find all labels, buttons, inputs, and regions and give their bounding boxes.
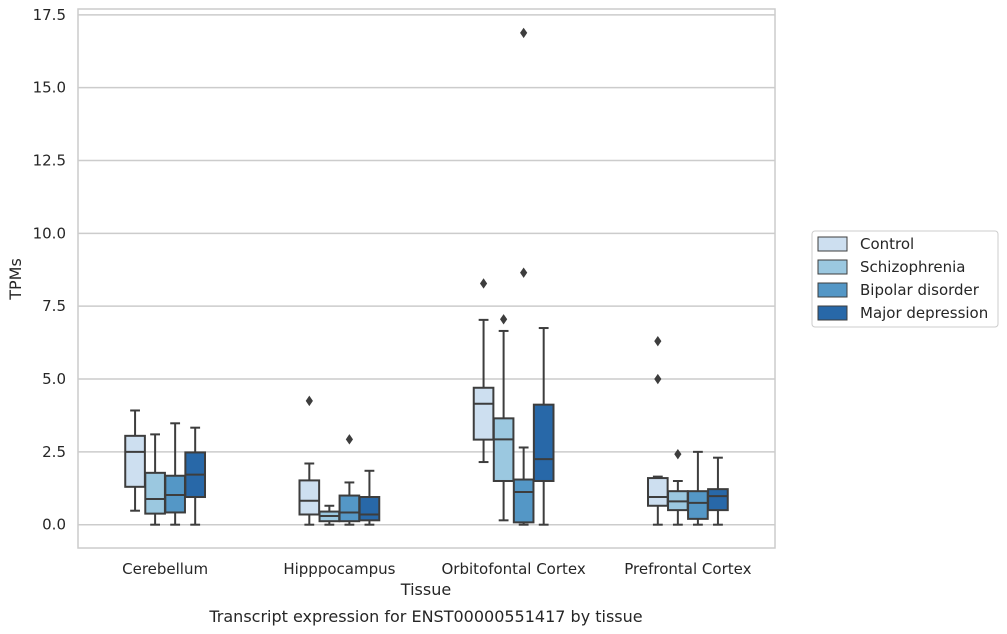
y-tick-label: 0.0 — [42, 516, 66, 534]
y-tick-label: 12.5 — [33, 152, 66, 170]
series-bipolar-disorder — [164, 27, 709, 526]
outlier-point — [520, 27, 528, 39]
chart-caption: Transcript expression for ENST0000055141… — [208, 607, 642, 626]
outlier-point — [500, 314, 508, 325]
outlier-point — [674, 448, 682, 460]
y-axis-ticks: 0.0 2.5 5.0 7.5 10.0 12.5 15.0 17.5 — [33, 6, 66, 534]
legend-frame — [811, 230, 999, 328]
y-tick-label: 5.0 — [42, 370, 66, 388]
box — [492, 417, 515, 482]
x-tick-label: Prefrontal Cortex — [624, 560, 751, 578]
grid-lines — [78, 14, 775, 526]
box — [512, 478, 535, 524]
x-tick-label: Hipppocampus — [283, 560, 395, 578]
box — [298, 479, 321, 516]
outlier-point — [345, 434, 353, 445]
y-axis-title: TPMs — [6, 258, 25, 301]
box — [707, 488, 729, 512]
legend-swatch — [817, 282, 848, 298]
box — [472, 386, 495, 441]
box — [532, 403, 555, 482]
box — [338, 494, 361, 523]
legend-swatch — [817, 259, 848, 275]
y-tick-label: 15.0 — [33, 79, 66, 97]
outlier-point — [305, 395, 313, 407]
y-tick-label: 7.5 — [42, 297, 66, 315]
legend-swatch — [817, 305, 848, 321]
y-tick-label: 2.5 — [42, 443, 66, 461]
legend-swatch — [817, 236, 848, 252]
y-tick-label: 17.5 — [33, 6, 66, 24]
plot-area-frame — [77, 8, 776, 549]
legend-label: Bipolar disorder — [860, 281, 980, 299]
series-control — [124, 278, 669, 526]
outlier-point — [479, 278, 488, 289]
box — [124, 434, 146, 488]
legend-label: Major depression — [860, 304, 988, 322]
outlier-point — [654, 335, 662, 347]
legend-label: Schizophrenia — [860, 258, 965, 276]
outlier-point — [520, 267, 528, 278]
x-axis-title: Tissue — [400, 580, 451, 599]
outlier-point — [654, 373, 662, 385]
legend-items: Control Schizophrenia Bipolar disorder Majo… — [817, 235, 988, 322]
box-series — [124, 27, 729, 526]
series-schizophrenia — [144, 314, 689, 526]
x-axis-ticks: Cerebellum Hipppocampus Orbitofontal Corte… — [122, 560, 751, 578]
x-tick-label: Cerebellum — [122, 560, 208, 578]
series-major-depression — [184, 327, 729, 526]
legend-label: Control — [860, 235, 914, 253]
y-tick-label: 10.0 — [33, 224, 66, 242]
box — [646, 477, 669, 507]
box — [144, 471, 166, 515]
x-tick-label: Orbitofontal Cortex — [442, 560, 586, 578]
legend: Control Schizophrenia Bipolar disorder Majo… — [811, 230, 999, 328]
box — [358, 496, 381, 522]
box — [687, 490, 709, 520]
